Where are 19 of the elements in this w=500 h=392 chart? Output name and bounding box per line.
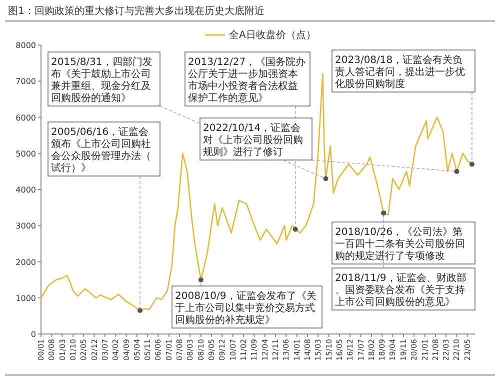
legend-label: 全A日收盘价（点） xyxy=(229,29,316,41)
y-tick-label: 6000 xyxy=(16,113,36,122)
annotation: 2005/06/16，证监会颁布《上市公司回购社会公众股份管理办法（试行）》 xyxy=(51,126,151,174)
annotation: 2008/10/9，证监会发布了《关于上市公司以集中竞价交易方式回购股份的补充规定》 xyxy=(175,290,316,326)
annotation: 2018/11/9，证监会、财政部、国资委联合发布《关于支持上市公司回购股份的意见》 xyxy=(335,272,466,308)
title: 图1：回购政策的重大修订与完善大多出现在历史大底附近 xyxy=(8,6,264,17)
y-tick-label: 7000 xyxy=(16,77,36,86)
annotation: 2023/08/18，证监会有关负责人答记者问，提出进一步优化股份回购制度 xyxy=(335,54,465,90)
y-tick-label: 2000 xyxy=(16,258,36,267)
annotation: 2013/12/27，《国务院办公厅关于进一步加强资本市场中小投资者合法权益保护工作的意见》 xyxy=(188,56,306,104)
y-tick-label: 0 xyxy=(30,330,36,339)
y-tick-label: 4000 xyxy=(16,186,36,194)
annotation: 2018/10/26，《公司法》第一百四十二条有关公司股份回购的规定进行了专项修改 xyxy=(335,226,465,262)
annotation: 2022/10/14，证监会对《上市公司股份回购规则》进行了修订 xyxy=(203,122,303,158)
annotation: 2015/8/31，四部门发布《关于鼓励上市公司兼并重组、现金分红及回购股份的通知》 xyxy=(51,56,152,104)
y-tick-label: 3000 xyxy=(16,222,36,231)
y-tick-label: 5000 xyxy=(16,149,36,158)
y-tick-label: 8000 xyxy=(16,41,36,50)
y-tick-label: 1000 xyxy=(16,294,36,303)
